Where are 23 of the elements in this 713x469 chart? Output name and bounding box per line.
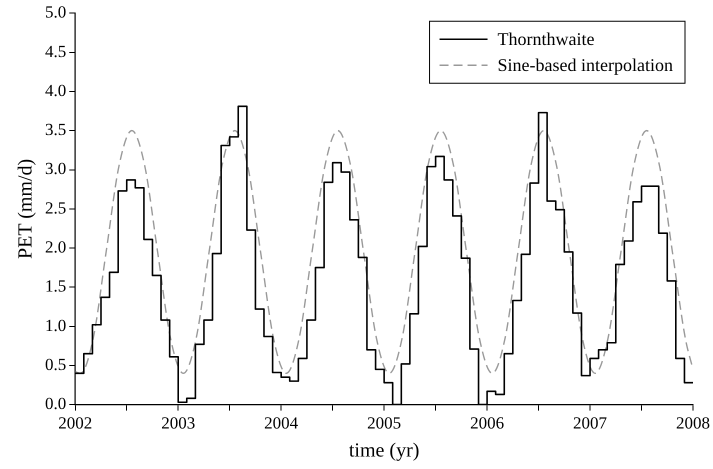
y-tick-label: 1.0 [45,316,66,335]
x-tick-label: 2006 [470,413,504,432]
x-tick-label: 2003 [161,413,196,432]
x-tick-label: 2007 [573,413,608,432]
x-tick-label: 2004 [264,413,299,432]
legend-label: Sine-based interpolation [498,54,674,75]
y-axis-title: PET (mm/d) [14,158,36,259]
y-tick-label: 0.0 [45,394,66,414]
line-series [75,130,693,374]
x-axis-title: time (yr) [348,439,420,462]
x-tick-label: 2005 [367,413,402,432]
y-tick-label: 1.5 [45,276,66,296]
legend-label: Thornthwaite [498,28,595,49]
x-tick-label: 2002 [58,413,92,432]
y-tick-label: 3.5 [45,120,66,140]
y-tick-label: 2.0 [45,238,66,257]
y-tick-label: 5.0 [45,2,66,22]
y-tick-label: 3.0 [45,159,66,178]
y-tick-label: 0.5 [45,354,66,374]
y-tick-label: 4.5 [45,42,66,61]
y-tick-label: 4.0 [45,80,66,100]
x-tick-label: 2008 [676,413,710,432]
y-tick-label: 2.5 [45,198,66,218]
